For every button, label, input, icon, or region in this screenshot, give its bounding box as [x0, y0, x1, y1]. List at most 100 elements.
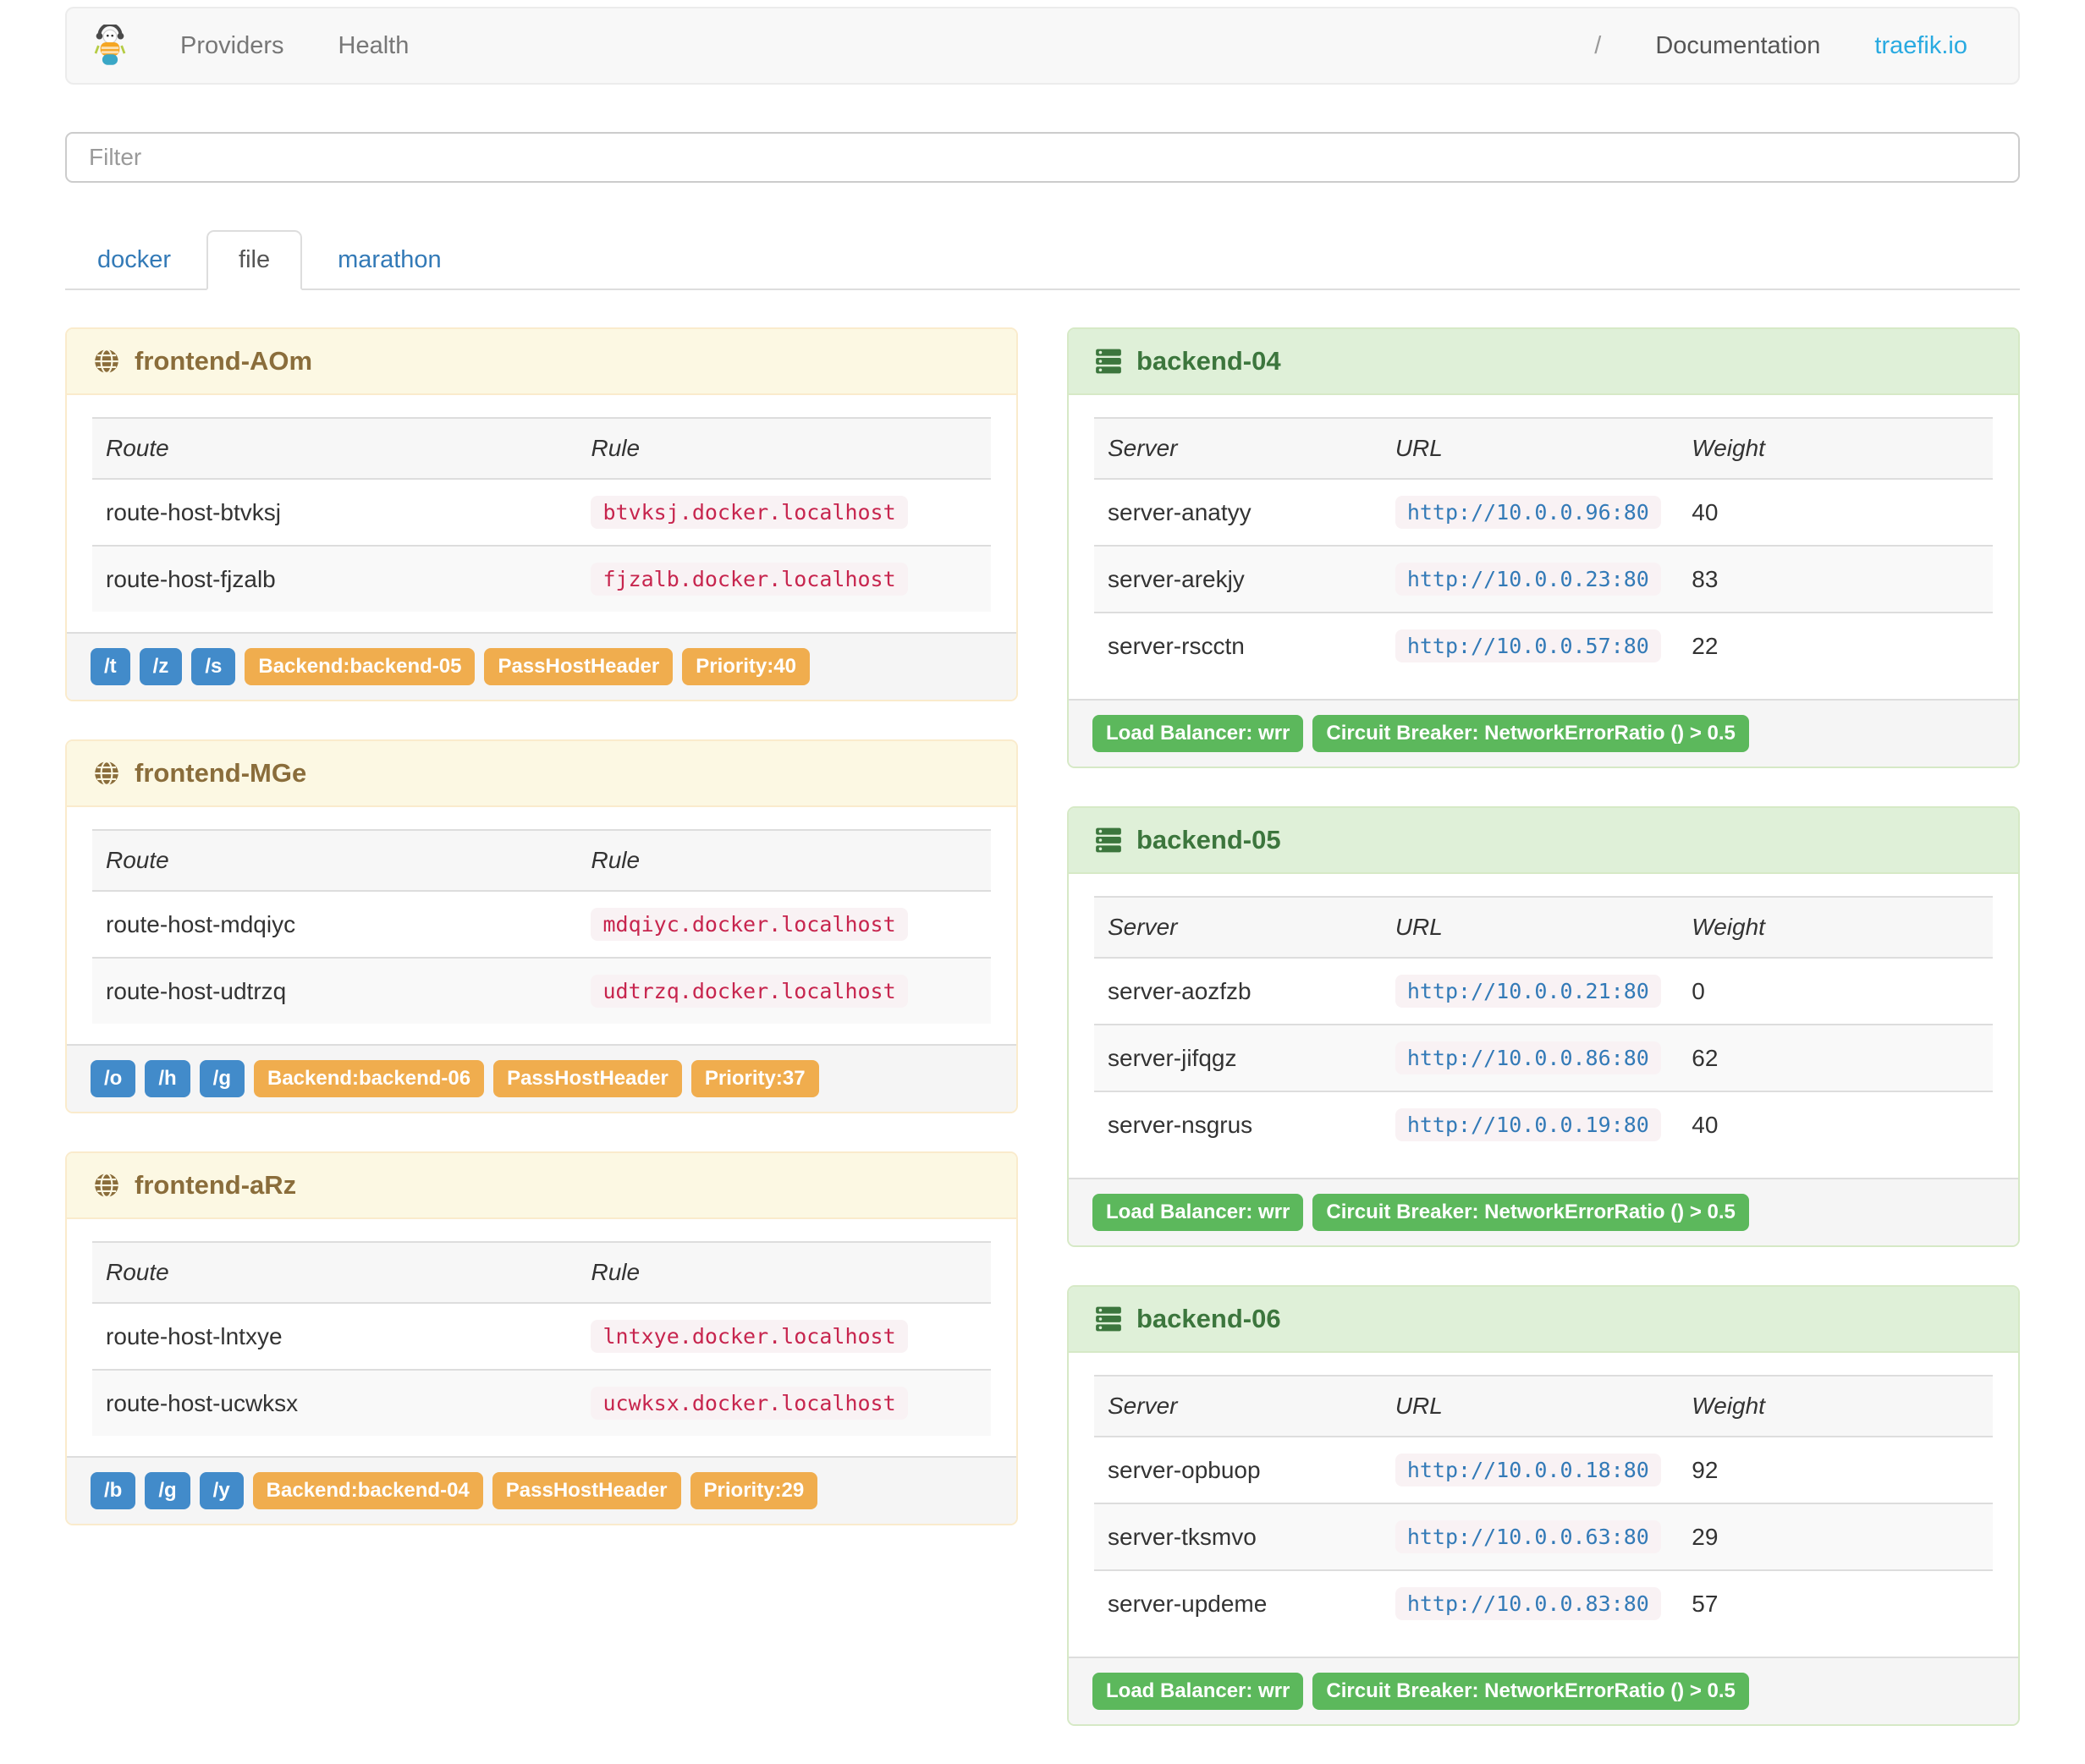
globe-icon	[92, 1171, 121, 1200]
backend-panel-footer: Load Balancer: wrr Circuit Breaker: Netwo…	[1069, 1178, 2018, 1245]
table-row: route-host-ucwksx ucwksx.docker.localhost	[92, 1369, 991, 1436]
table-row: route-host-mdqiyc mdqiyc.docker.localhost	[92, 891, 991, 958]
pass-host-header-badge: PassHostHeader	[492, 1472, 681, 1509]
route-path-badge: /t	[91, 648, 130, 685]
weight-cell: 83	[1678, 545, 1993, 613]
column-header-weight: Weight	[1678, 896, 1993, 959]
table-header-row: Route Rule	[92, 417, 991, 480]
navbar-left: Providers Health	[91, 25, 436, 67]
frontend-panel-body: Route Rule route-host-mdqiyc mdqiyc.docker…	[67, 807, 1016, 1044]
table-row: server-anatyy http://10.0.0.96:80 40	[1094, 479, 1993, 546]
rule-chip: udtrzq.docker.localhost	[591, 975, 908, 1008]
route-name-cell: route-host-fjzalb	[92, 545, 578, 612]
table-row: route-host-udtrzq udtrzq.docker.localhost	[92, 957, 991, 1024]
server-name-cell: server-updeme	[1094, 1569, 1382, 1636]
server-url-chip: http://10.0.0.23:80	[1395, 563, 1661, 596]
table-row: server-arekjy http://10.0.0.23:80 83	[1094, 545, 1993, 613]
nav-link-documentation[interactable]: Documentation	[1655, 31, 1821, 59]
table-row: server-nsgrus http://10.0.0.19:80 40	[1094, 1091, 1993, 1157]
tab-docker-label[interactable]: docker	[97, 246, 172, 273]
weight-cell: 0	[1692, 977, 1705, 1004]
weight-cell: 92	[1692, 1456, 1719, 1483]
globe-icon	[92, 759, 121, 788]
filter-bar	[65, 132, 2020, 183]
server-name-cell: server-rscctn	[1094, 612, 1382, 679]
rule-cell: ucwksx.docker.localhost	[577, 1369, 991, 1436]
tab-file[interactable]: file	[206, 230, 303, 290]
column-header-route: Route	[92, 417, 578, 480]
backend-title: backend-04	[1136, 346, 1281, 376]
backend-ref-badge: Backend:backend-04	[252, 1472, 483, 1509]
column-header-weight: Weight	[1678, 417, 1993, 480]
frontend-panel-footer: /o/h/g Backend:backend-06 PassHostHeader Pr…	[67, 1044, 1016, 1112]
server-url-cell: http://10.0.0.96:80	[1382, 479, 1678, 546]
table-header-row: Server URL Weight	[1094, 896, 1993, 959]
server-name-cell: server-nsgrus	[1094, 1091, 1382, 1157]
load-balancer-badge: Load Balancer: wrr	[1092, 1673, 1304, 1710]
nav-link-traefik-io[interactable]: traefik.io	[1874, 31, 1967, 59]
traefik-mascot-logo[interactable]	[91, 25, 129, 67]
server-url-chip: http://10.0.0.18:80	[1395, 1454, 1661, 1486]
frontend-panel-footer: /b/g/y Backend:backend-04 PassHostHeader Pr…	[67, 1456, 1016, 1524]
server-url-chip: http://10.0.0.21:80	[1395, 975, 1661, 1008]
server-name-cell: server-opbuop	[1108, 1456, 1261, 1483]
server-url-cell: http://10.0.0.63:80	[1381, 1503, 1679, 1570]
table-row: route-host-lntxye lntxye.docker.localhost	[92, 1303, 991, 1370]
rule-chip: mdqiyc.docker.localhost	[591, 908, 908, 941]
server-url-cell: http://10.0.0.23:80	[1381, 545, 1679, 613]
weight-cell: 22	[1678, 612, 1993, 679]
filter-input[interactable]	[65, 132, 2020, 183]
circuit-breaker-badge: Circuit Breaker: NetworkErrorRatio () > …	[1312, 715, 1749, 752]
frontend-panel-footer: /t/z/s Backend:backend-05 PassHostHeader Pr…	[67, 632, 1016, 700]
frontend-title: frontend-MGe	[135, 758, 307, 788]
backend-title: backend-05	[1136, 825, 1281, 855]
tab-marathon-label[interactable]: marathon	[338, 246, 442, 273]
servers-table: Server URL Weight server-anatyy http://10.0…	[1094, 417, 1993, 679]
route-path-badge: /b	[91, 1472, 136, 1509]
tab-marathon[interactable]: marathon	[305, 230, 474, 290]
server-stack-icon	[1094, 347, 1123, 376]
table-row: server-aozfzb http://10.0.0.21:80 0	[1094, 958, 1993, 1025]
server-stack-icon	[1094, 826, 1123, 855]
backend-panel-footer: Load Balancer: wrr Circuit Breaker: Netwo…	[1069, 699, 2018, 767]
frontend-title: frontend-aRz	[135, 1170, 297, 1200]
provider-tabs: docker file marathon	[65, 230, 2020, 290]
column-header-rule: Rule	[577, 417, 991, 480]
column-header-url: URL	[1381, 1375, 1679, 1437]
server-url-chip: http://10.0.0.57:80	[1395, 629, 1661, 662]
frontend-panel-heading: frontend-aRz	[67, 1153, 1016, 1219]
frontend-panel-heading: frontend-MGe	[67, 741, 1016, 807]
server-name-cell: server-jifqgz	[1094, 1024, 1382, 1091]
weight-cell: 29	[1678, 1503, 1993, 1570]
routes-table: Route Rule route-host-mdqiyc mdqiyc.docker…	[92, 829, 991, 1024]
column-header-url: URL	[1381, 417, 1679, 480]
servers-table: Server URL Weight server-opbuop http://10.0…	[1094, 1375, 1993, 1636]
frontend-panel-body: Route Rule route-host-lntxye lntxye.docker…	[67, 1219, 1016, 1456]
nav-separator: /	[1594, 31, 1602, 59]
column-header-url: URL	[1381, 896, 1679, 959]
rule-chip: lntxye.docker.localhost	[591, 1320, 908, 1353]
table-row: route-host-fjzalb fjzalb.docker.localhost	[92, 545, 991, 612]
server-name-cell: server-tksmvo	[1094, 1503, 1382, 1570]
frontend-panel-heading: frontend-AOm	[67, 329, 1016, 395]
traefik-mascot-icon	[94, 25, 126, 65]
backend-panel: backend-04 Server URL Weight server-anatyy…	[1067, 327, 2020, 768]
route-path-badge: /g	[145, 1472, 190, 1509]
routes-table: Route Rule route-host-btvksj btvksj.docker…	[92, 417, 991, 612]
backend-panel: backend-06 Server URL Weight server-opbuop…	[1067, 1285, 2020, 1726]
tab-file-label[interactable]: file	[206, 230, 303, 290]
rule-cell: fjzalb.docker.localhost	[577, 545, 991, 612]
rule-cell: lntxye.docker.localhost	[577, 1303, 991, 1370]
tab-docker[interactable]: docker	[65, 230, 203, 290]
column-header-rule: Rule	[577, 829, 991, 892]
backend-ref-badge: Backend:backend-05	[245, 648, 476, 685]
pass-host-header-badge: PassHostHeader	[493, 1060, 682, 1097]
table-header-row: Route Rule	[92, 1241, 991, 1304]
rule-cell: mdqiyc.docker.localhost	[577, 891, 991, 958]
frontend-title: frontend-AOm	[135, 346, 313, 376]
routes-table: Route Rule route-host-lntxye lntxye.docker…	[92, 1241, 991, 1436]
nav-link-providers[interactable]: Providers	[180, 31, 284, 59]
server-name-cell: server-aozfzb	[1108, 977, 1252, 1004]
nav-link-health[interactable]: Health	[338, 31, 410, 59]
load-balancer-badge: Load Balancer: wrr	[1092, 1194, 1304, 1231]
